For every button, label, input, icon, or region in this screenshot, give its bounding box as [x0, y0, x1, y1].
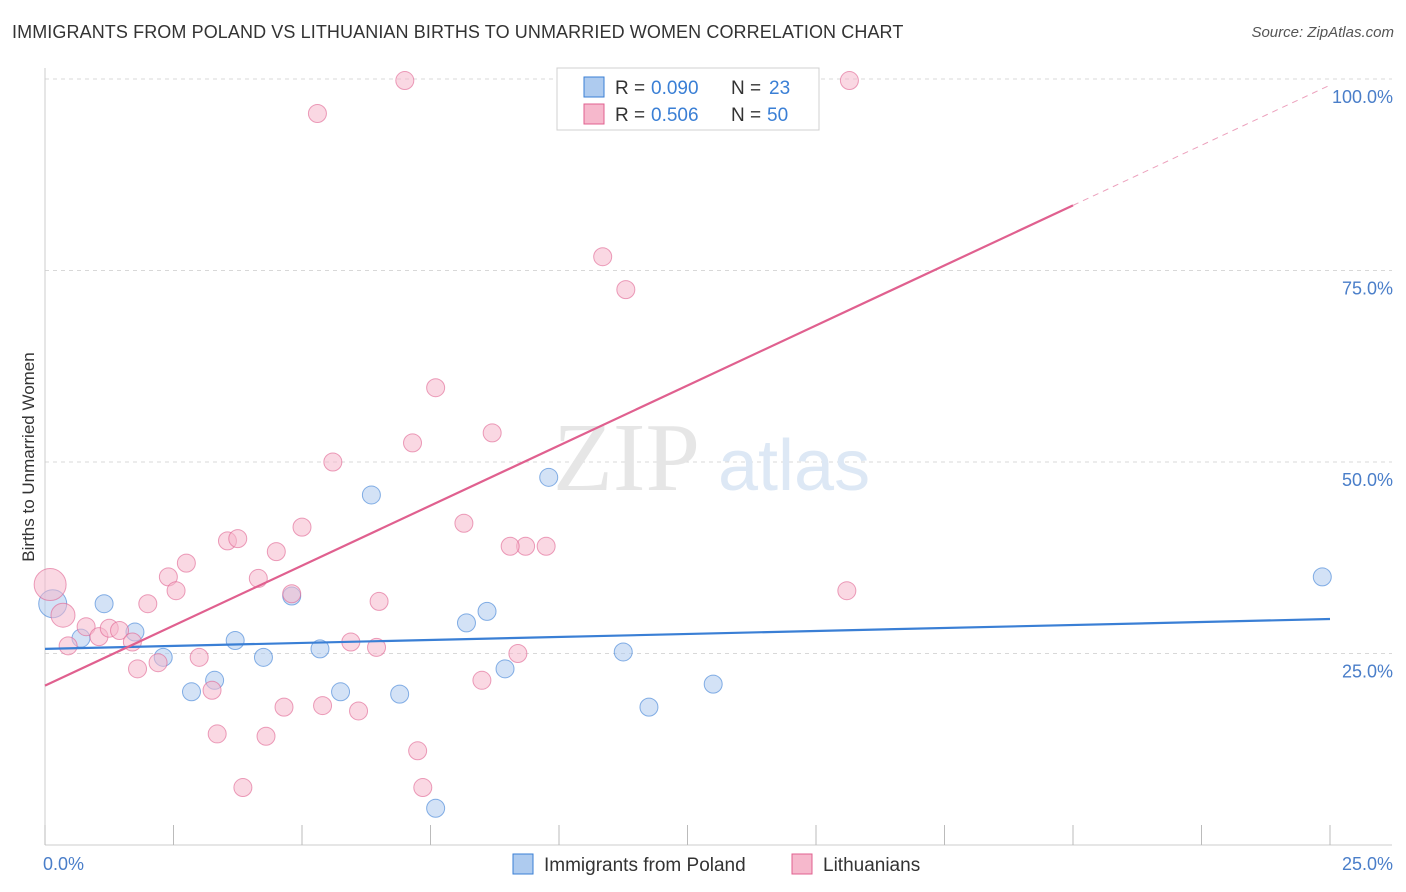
lithuanian-point-21 — [256, 726, 276, 746]
bottom-legend: Immigrants from Poland Lithuanians — [512, 853, 920, 876]
grid-lines — [45, 78, 1392, 654]
axes — [44, 68, 1392, 846]
y-tick-label-25: 25.0% — [1342, 662, 1393, 682]
legend-r-value-1: 0.090 — [651, 78, 699, 99]
lithuanian-point-36 — [413, 778, 433, 798]
poland-point-15 — [456, 613, 476, 633]
lithuanian-trend-line — [44, 204, 1074, 687]
legend-n-label-2: N = — [731, 105, 761, 126]
lithuanian-point-48 — [839, 71, 859, 91]
lithuanian-point-30 — [349, 701, 369, 721]
poland-point-16 — [477, 601, 497, 621]
y-tick-label-75: 75.0% — [1342, 279, 1393, 299]
lithuanian-point-13 — [176, 553, 196, 573]
lithuanian-point-24 — [282, 584, 302, 604]
lithuanian-point-47 — [837, 581, 857, 601]
lithuanian-point-37 — [426, 378, 446, 398]
poland-point-12 — [361, 485, 381, 505]
poland-point-11 — [331, 682, 351, 702]
legend-box: R = 0.090 N = 23 R = 0.506 N = 50 — [556, 67, 820, 131]
poland-point-21 — [703, 674, 723, 694]
legend-n-value-2: 50 — [767, 105, 788, 126]
poland-trend-line — [44, 617, 1331, 651]
watermark-zip: ZIP — [553, 404, 700, 512]
source-credit: Source: ZipAtlas.com — [1251, 24, 1394, 41]
y-tick-label-100: 100.0% — [1332, 87, 1393, 107]
lithuanian-point-9 — [138, 594, 158, 614]
lithuanian-point-39 — [472, 670, 492, 690]
x-tick-label-25: 25.0% — [1342, 854, 1393, 874]
lithuanian-point-20 — [248, 568, 268, 588]
poland-point-17 — [495, 659, 515, 679]
lithuanian-point-23 — [274, 697, 294, 717]
lithuanian-point-27 — [313, 696, 333, 716]
legend-n-label-1: N = — [731, 78, 761, 99]
y-tick-label-50: 50.0% — [1342, 470, 1393, 490]
lithuanian-point-3 — [76, 617, 96, 637]
legend-swatch-lithuanians — [583, 103, 605, 125]
legend-r-label-1: R = — [615, 78, 645, 99]
watermark-atlas: atlas — [718, 426, 870, 506]
x-tick-label-0: 0.0% — [43, 854, 84, 874]
lithuanian-point-35 — [408, 741, 428, 761]
poland-point-22 — [1312, 567, 1332, 587]
poland-point-2 — [94, 594, 114, 614]
bottom-legend-poland: Immigrants from Poland — [544, 855, 746, 876]
legend-r-value-2: 0.506 — [651, 105, 699, 126]
lithuanian-point-18 — [228, 529, 248, 549]
lithuanian-point-44 — [593, 247, 613, 267]
bottom-legend-swatch-lithuanians — [791, 853, 813, 875]
poland-point-20 — [639, 697, 659, 717]
x-tick-labels: 0.0% 25.0% — [43, 854, 1393, 874]
lithuanian-point-1 — [50, 602, 76, 628]
legend-swatch-poland — [583, 76, 605, 98]
poland-point-13 — [390, 684, 410, 704]
poland-point-14 — [426, 798, 446, 818]
poland-point-8 — [253, 647, 273, 667]
lithuanian-point-2 — [58, 636, 78, 656]
lithuanian-point-31 — [367, 637, 387, 657]
lithuanian-point-0 — [33, 568, 67, 602]
lithuanian-point-33 — [395, 71, 415, 91]
y-axis-label: Births to Unmarried Women — [19, 352, 38, 561]
lithuanian-point-34 — [403, 433, 423, 453]
lithuanian-point-6 — [110, 621, 130, 641]
lithuanian-point-32 — [369, 591, 389, 611]
poland-point-10 — [310, 639, 330, 659]
lithuanian-point-14 — [189, 647, 209, 667]
lithuanian-point-28 — [323, 452, 343, 472]
lithuanian-point-49 — [500, 536, 520, 556]
data-points — [33, 67, 1332, 818]
trend-lines — [44, 84, 1331, 687]
lithuanian-point-26 — [307, 103, 327, 123]
lithuanian-point-15 — [202, 680, 222, 700]
poland-point-18 — [539, 467, 559, 487]
bottom-legend-swatch-poland — [512, 853, 534, 875]
lithuanian-point-19 — [233, 778, 253, 798]
lithuanian-point-16 — [207, 724, 227, 744]
lithuanian-point-45 — [616, 280, 636, 300]
lithuanian-point-22 — [266, 542, 286, 562]
lithuanian-point-40 — [482, 423, 502, 443]
bottom-legend-lithuanians: Lithuanians — [823, 855, 920, 876]
lithuanian-point-12 — [166, 581, 186, 601]
lithuanian-point-38 — [454, 513, 474, 533]
poland-point-19 — [613, 642, 633, 662]
y-tick-labels: 25.0% 50.0% 75.0% 100.0% — [1332, 87, 1393, 682]
lithuanian-point-8 — [128, 659, 148, 679]
poland-point-5 — [181, 682, 201, 702]
lithuanian-trend-extension — [1072, 84, 1331, 206]
poland-point-7 — [225, 630, 245, 650]
legend-r-label-2: R = — [615, 105, 645, 126]
lithuanian-point-43 — [536, 536, 556, 556]
legend-n-value-1: 23 — [769, 78, 790, 99]
watermark: ZIP atlas — [553, 404, 870, 512]
chart-title: IMMIGRANTS FROM POLAND VS LITHUANIAN BIR… — [12, 22, 904, 42]
lithuanian-point-10 — [148, 653, 168, 673]
lithuanian-point-25 — [292, 517, 312, 537]
lithuanian-point-41 — [508, 644, 528, 663]
